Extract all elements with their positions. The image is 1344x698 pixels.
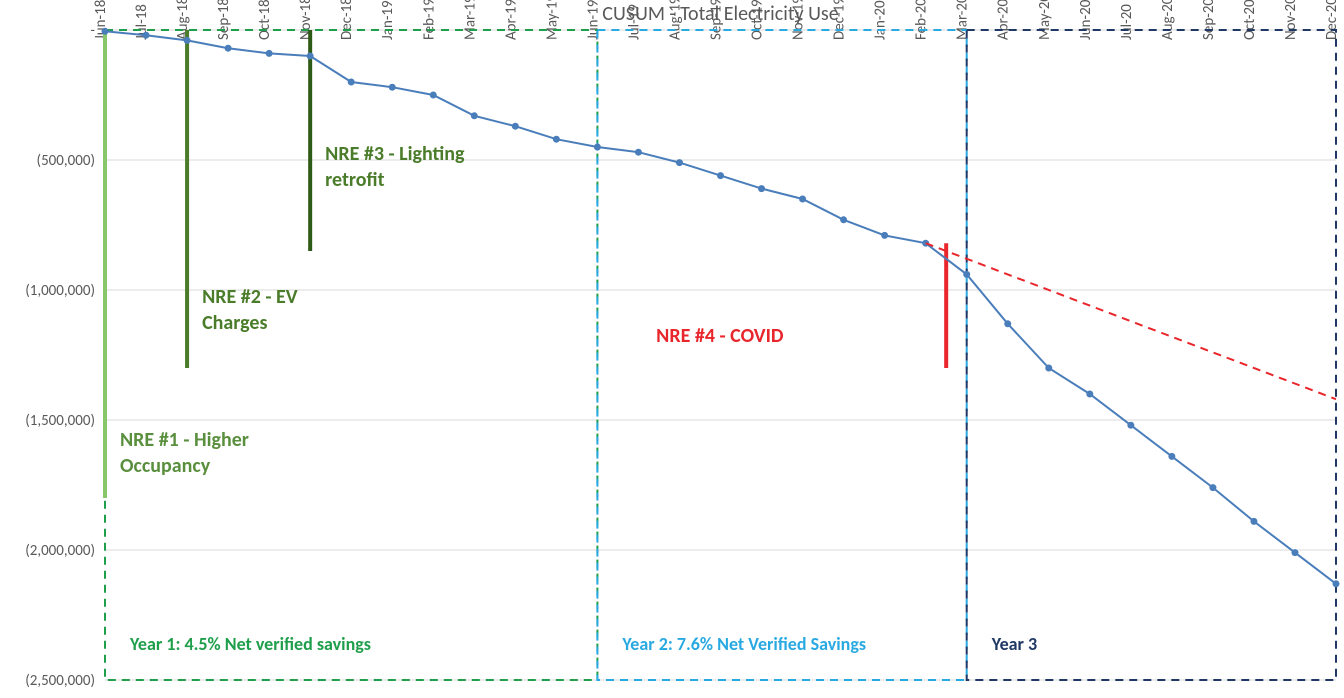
y-tick-label: (1,000,000) xyxy=(25,282,95,300)
x-tick-label: Nov-18 xyxy=(297,0,315,40)
x-tick-label: Aug-18 xyxy=(174,0,192,40)
data-point xyxy=(266,50,273,57)
x-tick-label: Jun-19 xyxy=(584,0,602,40)
data-point xyxy=(758,185,765,192)
x-tick-label: Jul-20 xyxy=(1118,4,1136,40)
x-tick-label: Feb-20 xyxy=(913,0,931,40)
data-point xyxy=(1209,484,1216,491)
data-point xyxy=(799,196,806,203)
data-point xyxy=(102,28,109,35)
data-point xyxy=(1250,518,1257,525)
data-point xyxy=(184,37,191,44)
event-label-nre3: NRE #3 - Lighting xyxy=(325,142,465,166)
x-tick-label: Oct-18 xyxy=(256,0,274,40)
data-point xyxy=(389,84,396,91)
x-tick-label: Jun-20 xyxy=(1077,0,1095,40)
region-label-year1: Year 1: 4.5% Net verified savings xyxy=(129,633,371,655)
x-tick-label: Mar-20 xyxy=(954,0,972,40)
data-point xyxy=(840,216,847,223)
data-point xyxy=(1168,453,1175,460)
event-label-nre1: NRE #1 - Higher xyxy=(120,428,249,452)
x-tick-label: Apr-19 xyxy=(502,0,520,40)
x-tick-label: Sep-19 xyxy=(708,0,726,40)
data-point xyxy=(225,45,232,52)
data-point xyxy=(635,149,642,156)
data-point xyxy=(1333,580,1340,587)
data-point xyxy=(1045,365,1052,372)
x-tick-label: Oct-19 xyxy=(749,0,767,40)
x-tick-label: Jan-19 xyxy=(379,0,397,40)
data-point xyxy=(717,172,724,179)
data-point xyxy=(676,159,683,166)
x-tick-label: May-19 xyxy=(543,0,561,40)
x-tick-label: Oct-20 xyxy=(1241,0,1259,40)
y-tick-label: (500,000) xyxy=(37,152,95,170)
x-tick-label: Aug-19 xyxy=(666,0,684,40)
y-tick-label: (2,500,000) xyxy=(25,672,95,690)
projection-line xyxy=(926,243,1336,399)
y-tick-label: (2,000,000) xyxy=(25,542,95,560)
x-tick-label: Aug-20 xyxy=(1159,0,1177,40)
data-point xyxy=(143,32,150,39)
data-point xyxy=(1004,320,1011,327)
x-tick-label: Sep-18 xyxy=(215,0,233,40)
data-point xyxy=(1291,549,1298,556)
x-tick-label: Dec-19 xyxy=(831,0,849,40)
data-point xyxy=(1127,422,1134,429)
region-label-year3: Year 3 xyxy=(991,633,1037,655)
x-tick-label: Jun-18 xyxy=(92,0,110,40)
chart-svg: CUSUM - Total Electricity Use-(500,000)(… xyxy=(0,0,1344,698)
data-point xyxy=(430,92,437,99)
y-tick-label: (1,500,000) xyxy=(25,412,95,430)
data-point xyxy=(553,136,560,143)
x-tick-label: Jul-19 xyxy=(625,4,643,40)
data-point xyxy=(594,144,601,151)
x-tick-label: Mar-19 xyxy=(461,0,479,40)
data-point xyxy=(881,232,888,239)
x-tick-label: Feb-19 xyxy=(420,0,438,40)
region-year1 xyxy=(105,30,597,680)
x-tick-label: Nov-19 xyxy=(790,0,808,40)
region-year3 xyxy=(967,30,1336,680)
x-tick-label: Jan-20 xyxy=(872,0,890,40)
x-tick-label: May-20 xyxy=(1036,0,1054,40)
event-label-nre4: NRE #4 - COVID xyxy=(656,324,784,348)
data-point xyxy=(1086,391,1093,398)
data-point xyxy=(512,123,519,130)
data-point xyxy=(348,79,355,86)
x-tick-label: Apr-20 xyxy=(995,0,1013,40)
event-label-nre3: retrofit xyxy=(325,168,384,192)
region-label-year2: Year 2: 7.6% Net Verified Savings xyxy=(621,633,866,655)
cusum-chart: CUSUM - Total Electricity Use-(500,000)(… xyxy=(0,0,1344,698)
x-tick-label: Dec-18 xyxy=(338,0,356,40)
x-tick-label: Nov-20 xyxy=(1282,0,1300,40)
x-tick-label: Sep-20 xyxy=(1200,0,1218,40)
event-label-nre1: Occupancy xyxy=(120,454,211,478)
event-label-nre2: Charges xyxy=(202,311,267,335)
region-year2 xyxy=(597,30,966,680)
event-label-nre2: NRE #2 - EV xyxy=(202,285,298,309)
data-point xyxy=(307,53,314,60)
data-point xyxy=(963,271,970,278)
data-point xyxy=(471,112,478,119)
x-tick-label: Dec-20 xyxy=(1323,0,1341,40)
